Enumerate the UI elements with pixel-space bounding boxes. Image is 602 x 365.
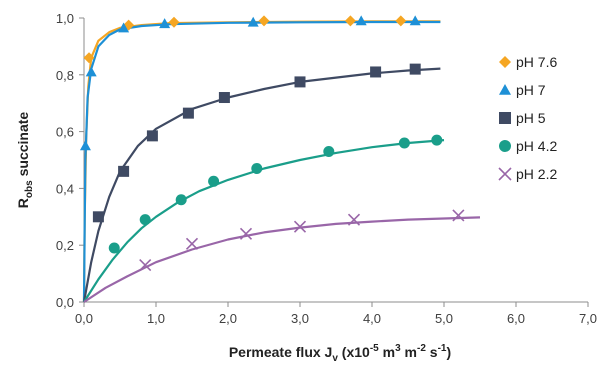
fit-curve-ph-4-2 bbox=[83, 139, 445, 303]
fit-curve-ph-5 bbox=[82, 67, 441, 303]
legend-label-ph-2-2: pH 2.2 bbox=[516, 166, 557, 182]
data-point-ph-4-2 bbox=[175, 194, 187, 206]
data-point-ph-2-2 bbox=[139, 259, 152, 272]
x-axis-title-sub: v bbox=[332, 353, 338, 364]
x-tick-label: 0,0 bbox=[75, 311, 93, 326]
data-point-ph-2-2 bbox=[293, 220, 307, 233]
data-markers bbox=[79, 15, 465, 272]
fit-curves bbox=[82, 20, 481, 303]
x-tick-label: 7,0 bbox=[579, 311, 597, 326]
x-tick-label: 4,0 bbox=[363, 311, 381, 326]
data-point-ph-7-6 bbox=[258, 15, 270, 27]
legend-label-ph-7-6: pH 7.6 bbox=[516, 54, 557, 70]
legend-marker-ph-2-2 bbox=[498, 167, 512, 181]
data-point-ph-7 bbox=[159, 18, 171, 29]
x-axis-title-tail: (x10 bbox=[338, 344, 370, 360]
data-point-ph-5 bbox=[218, 92, 230, 104]
x-axis-title-end: ) bbox=[446, 344, 451, 360]
y-axis-title-tail: succinate bbox=[15, 112, 31, 181]
x-tick-label: 5,0 bbox=[435, 311, 453, 326]
x-axis-title-exp2: 3 bbox=[395, 343, 401, 354]
data-point-ph-2-2 bbox=[239, 227, 253, 240]
legend-marker-ph-5 bbox=[499, 112, 511, 124]
y-tick-label: 0,8 bbox=[56, 68, 74, 83]
x-axis-title-exp4: -1 bbox=[438, 343, 447, 354]
data-point-ph-7-6 bbox=[168, 16, 180, 28]
data-point-ph-4-2 bbox=[251, 163, 263, 175]
fit-curve-ph-7 bbox=[82, 20, 441, 303]
data-point-ph-2-2 bbox=[185, 237, 199, 250]
axes: 0,0 1,0 2,0 3,0 4,0 5,0 6,0 7,0 0,0 0,2 0,4 0,6 0,8 1… bbox=[56, 11, 597, 326]
x-tick-label: 1,0 bbox=[147, 311, 165, 326]
data-point-ph-7-6 bbox=[344, 15, 356, 27]
y-tick-label: 1,0 bbox=[56, 11, 74, 26]
x-axis-title-mid3: s bbox=[426, 344, 438, 360]
x-axis-title: Permeate flux Jv (x10-5 m3 m-2 s-1) bbox=[229, 343, 451, 364]
data-point-ph-7 bbox=[79, 140, 91, 151]
y-axis-title: Robs succinate bbox=[15, 112, 35, 209]
legend-marker-ph-4-2 bbox=[499, 140, 511, 152]
data-point-ph-7-6 bbox=[395, 15, 407, 27]
x-axis-title-exp3: -2 bbox=[417, 343, 426, 354]
data-point-ph-7 bbox=[118, 22, 130, 33]
legend-label-ph-4-2: pH 4.2 bbox=[516, 138, 557, 154]
x-tick-label: 6,0 bbox=[507, 311, 525, 326]
y-tick-label: 0,6 bbox=[56, 125, 74, 140]
data-point-ph-7 bbox=[85, 66, 97, 77]
data-point-ph-2-2 bbox=[347, 213, 361, 226]
data-point-ph-7 bbox=[409, 15, 421, 26]
x-axis-title-mid2: m bbox=[401, 344, 417, 360]
fit-curve-ph-2-2 bbox=[83, 216, 481, 303]
x-tick-label: 3,0 bbox=[291, 311, 309, 326]
data-point-ph-4-2 bbox=[139, 214, 151, 226]
data-point-ph-7 bbox=[355, 15, 367, 26]
data-point-ph-5 bbox=[294, 76, 306, 88]
y-tick-label: 0,0 bbox=[56, 295, 74, 310]
data-point-ph-4-2 bbox=[431, 134, 443, 146]
data-point-ph-5 bbox=[182, 107, 194, 119]
y-tick-label: 0,4 bbox=[56, 181, 74, 196]
legend-marker-ph-7-6 bbox=[499, 56, 511, 68]
y-axis-title-main: R bbox=[15, 198, 31, 208]
data-point-ph-5 bbox=[409, 63, 421, 75]
legend: pH 7.6 pH 7 pH 5 pH 4.2 pH 2.2 bbox=[498, 54, 557, 182]
data-point-ph-2-2 bbox=[452, 209, 465, 222]
data-point-ph-4-2 bbox=[323, 145, 335, 157]
data-point-ph-5 bbox=[146, 130, 158, 142]
data-point-ph-4-2 bbox=[208, 175, 220, 187]
x-axis-title-mid1: m bbox=[379, 344, 395, 360]
x-axis-title-exp1: -5 bbox=[370, 343, 379, 354]
data-point-ph-7-6 bbox=[83, 52, 95, 64]
x-tick-label: 2,0 bbox=[219, 311, 237, 326]
legend-label-ph-5: pH 5 bbox=[516, 110, 546, 126]
data-point-ph-4-2 bbox=[398, 137, 410, 149]
data-point-ph-5 bbox=[118, 165, 130, 177]
data-point-ph-5 bbox=[370, 66, 382, 78]
legend-marker-ph-7 bbox=[499, 84, 511, 95]
data-point-ph-5 bbox=[92, 211, 104, 223]
y-tick-label: 0,2 bbox=[56, 238, 74, 253]
data-point-ph-7 bbox=[247, 16, 259, 27]
y-axis-title-sub: obs bbox=[24, 180, 35, 198]
x-axis-title-main: Permeate flux J bbox=[229, 344, 333, 360]
legend-label-ph-7: pH 7 bbox=[516, 82, 546, 98]
data-point-ph-4-2 bbox=[108, 242, 120, 254]
fit-curve-ph-7-6 bbox=[82, 20, 441, 303]
